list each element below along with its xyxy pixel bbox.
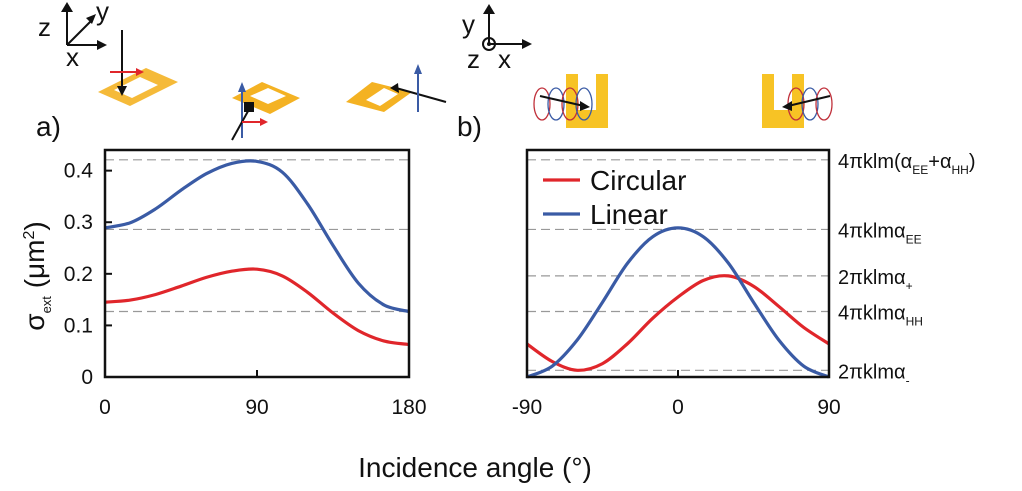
panel-a-axis-y: y [96,0,109,26]
y-axis-label: σext (μm2) [19,221,54,330]
legend-label-circular: Circular [590,165,686,196]
x-tick-label: 90 [245,396,268,419]
y-tick-label: 0 [81,366,93,389]
reference-level-label: 4πklm(αEE+αHH) [838,151,976,177]
y-tick-label: 0.4 [64,160,94,183]
x-tick-label: 0 [99,396,111,419]
u-shaped-resonator-icons [533,74,833,128]
series-line-blue [104,159,410,314]
reference-level-labels: 4πklm(αEE+αHH) 4πklmαEE 2πklmα+ 4πklmαHH 2πk… [838,151,976,387]
series-line-circular [526,274,830,372]
y-tick-label: 0.1 [64,314,93,337]
reference-level-label: 4πklmαEE [838,220,922,246]
panel-a-axes-icon [61,2,107,50]
x-axis-label: Incidence angle (°) [358,452,592,483]
series-line-red [104,267,410,347]
panel-b-axis-y: y [462,9,475,39]
reference-level-label: 4πklmαHH [838,302,923,328]
panel-b-axis-z: z [467,44,480,74]
series-line-linear [526,226,830,379]
legend-label-linear: Linear [590,199,668,230]
x-tick-label: -90 [512,396,542,419]
split-ring-resonator-icons [98,30,447,141]
panel-a-axis-x: x [66,42,79,72]
reference-level-label: 2πklmα+ [838,267,913,293]
x-tick-label: 0 [672,396,684,419]
panel-b-axes-icon [482,4,532,51]
panel-label-a: a) [36,111,61,142]
panel-label-b: b) [457,111,482,142]
x-tick-label: 180 [391,396,426,419]
plot-frame-a [103,148,411,379]
chart-panel-a: 0 90 180 0 0.1 0.2 0.3 0.4 [64,148,427,419]
y-tick-label: 0.3 [64,211,93,234]
chart-panel-b: -90 0 90 Circular Linear [512,148,841,419]
panel-b-axis-x: x [498,44,511,74]
panel-a-axis-z: z [38,12,51,42]
x-tick-label: 90 [817,396,840,419]
reference-level-label: 2πklmα- [838,361,910,387]
legend: Circular Linear [543,165,686,230]
y-tick-label: 0.2 [64,263,93,286]
